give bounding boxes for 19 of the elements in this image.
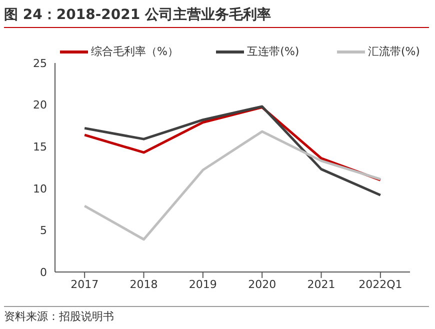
x-tick-label: 2019 <box>188 278 217 291</box>
y-tick-label: 0 <box>40 266 47 279</box>
text: 资料来源：招股说明书 <box>4 306 429 324</box>
y-tick-label: 25 <box>33 56 47 70</box>
x-tick-label: 2017 <box>70 278 99 291</box>
x-tick-label: 2018 <box>130 278 158 291</box>
chart-title: 图 24：2018-2021 公司主营业务毛利率 <box>4 6 429 28</box>
y-tick-label: 20 <box>33 98 47 112</box>
y-tick-label: 5 <box>40 224 47 238</box>
legend-label: 汇流带(%) <box>368 44 420 59</box>
x-tick-label: 2022Q1 <box>358 278 402 291</box>
y-tick-label: 15 <box>33 140 47 154</box>
y-tick-label: 10 <box>33 182 47 196</box>
line-series <box>83 130 382 241</box>
x-tick-label: 2021 <box>307 278 336 291</box>
legend-label: 综合毛利率（%） <box>91 44 178 59</box>
legend-label: 互连带(%) <box>247 44 300 59</box>
x-tick-label: 2020 <box>248 278 276 291</box>
line-series <box>83 105 382 196</box>
